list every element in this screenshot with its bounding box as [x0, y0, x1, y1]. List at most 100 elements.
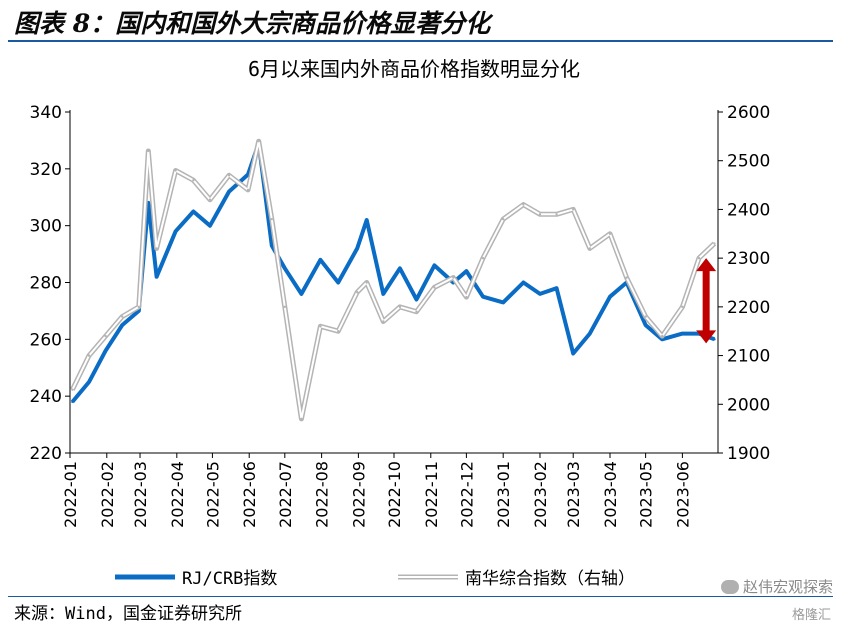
data-point [452, 276, 455, 279]
data-point [283, 267, 287, 270]
x-tick-label: 2022-02 [98, 461, 117, 528]
data-point [588, 332, 592, 335]
data-point [465, 269, 468, 273]
x-tick-label: 2023-06 [673, 461, 692, 528]
data-point [270, 217, 273, 221]
data-point [71, 400, 74, 404]
chart: 6月以来国内外商品价格指数明显分化 220 240 260 280 300 320 340 19… [30, 57, 771, 589]
data-point [681, 305, 684, 309]
data-point [155, 247, 158, 250]
y-right-tick-label: 2300 [727, 249, 770, 269]
data-point [501, 217, 505, 221]
data-point [227, 174, 231, 177]
data-point [365, 218, 368, 222]
data-point [415, 310, 418, 313]
series-line-nanhua-inner [71, 140, 716, 420]
data-point [713, 242, 716, 245]
y-left-tick-label: 280 [30, 274, 62, 294]
data-point [174, 230, 177, 233]
data-point [87, 380, 91, 384]
y-left-tick-label: 220 [30, 444, 62, 464]
annotation-arrow-head-up [696, 258, 717, 272]
y-left-tick-label: 320 [30, 160, 62, 180]
data-point [246, 173, 250, 176]
data-point [227, 190, 231, 193]
x-tick-label: 2022-12 [457, 461, 476, 528]
figure-title: 图表 8：国内和国外大宗商品价格显著分化 [14, 9, 491, 38]
data-point [433, 264, 436, 267]
data-point [555, 286, 558, 290]
y-left-tick-label: 240 [30, 387, 62, 407]
data-point [572, 208, 575, 211]
y-right-tick-label: 2100 [727, 347, 770, 367]
x-tick-label: 2023-04 [601, 461, 620, 528]
x-tick-label: 2023-02 [531, 461, 550, 528]
data-point [356, 291, 359, 294]
data-point [270, 244, 273, 247]
y-right-tick-label: 1900 [727, 444, 770, 464]
data-point [257, 140, 260, 143]
x-tick-label: 2022-04 [168, 461, 187, 528]
data-point [337, 281, 340, 284]
x-tick-label: 2023-01 [494, 461, 513, 528]
data-point [87, 354, 91, 357]
data-point [104, 349, 107, 352]
data-point [382, 320, 385, 323]
data-point [555, 213, 558, 216]
data-point [501, 301, 505, 304]
bottom-rule [8, 596, 833, 597]
data-point [398, 305, 402, 309]
data-point [137, 309, 141, 313]
data-point [300, 417, 303, 421]
x-tick-label: 2022-10 [385, 461, 404, 528]
x-tick-label: 2022-01 [61, 461, 80, 528]
data-point [356, 247, 359, 250]
x-tick-label: 2022-06 [240, 461, 259, 528]
data-point [337, 330, 340, 333]
x-tick-label: 2022-03 [131, 461, 150, 528]
y-right-tick-label: 2000 [727, 395, 770, 415]
data-point [208, 198, 212, 201]
data-point [522, 281, 525, 284]
x-tick-label: 2022-05 [203, 461, 222, 528]
data-point [147, 201, 150, 205]
data-point [415, 298, 418, 301]
data-point [121, 315, 124, 318]
legend-label-rj: RJ/CRB指数 [182, 569, 277, 589]
data-point [137, 305, 141, 309]
data-point [465, 295, 468, 299]
data-point [174, 169, 177, 172]
data-point [481, 256, 485, 260]
source-note: 来源：Wind，国金证券研究所 [14, 604, 242, 624]
watermark-text: 赵伟宏观探索 [742, 578, 833, 596]
data-point [71, 388, 74, 391]
data-point [283, 305, 287, 309]
data-point [319, 325, 322, 328]
watermark: 赵伟宏观探索 [720, 576, 833, 597]
x-tick-label: 2022-09 [349, 461, 368, 528]
data-point [104, 334, 107, 338]
legend-label-nanhua: 南华综合指数（右轴） [465, 569, 635, 589]
data-point [538, 292, 542, 296]
data-point [625, 276, 628, 279]
data-point [121, 323, 124, 327]
data-point [538, 213, 542, 216]
chart-title: 6月以来国内外商品价格指数明显分化 [248, 57, 580, 81]
y-left-tick-label: 260 [30, 330, 62, 350]
x-tick-label: 2022-11 [422, 461, 441, 528]
annotation-arrow-head-down [696, 330, 717, 344]
y-right-tick-label: 2200 [727, 298, 770, 318]
data-point [588, 247, 592, 250]
data-point [572, 352, 575, 355]
y-right-tick-label: 2500 [727, 152, 770, 172]
data-point [208, 224, 212, 227]
data-point [365, 281, 368, 284]
data-point [522, 203, 525, 206]
data-point [300, 292, 303, 296]
data-point [382, 292, 385, 296]
x-tick-label: 2023-05 [637, 461, 656, 528]
data-point [608, 232, 612, 235]
data-point [713, 338, 716, 341]
data-point [481, 295, 485, 298]
x-tick-label: 2022-08 [313, 461, 332, 528]
